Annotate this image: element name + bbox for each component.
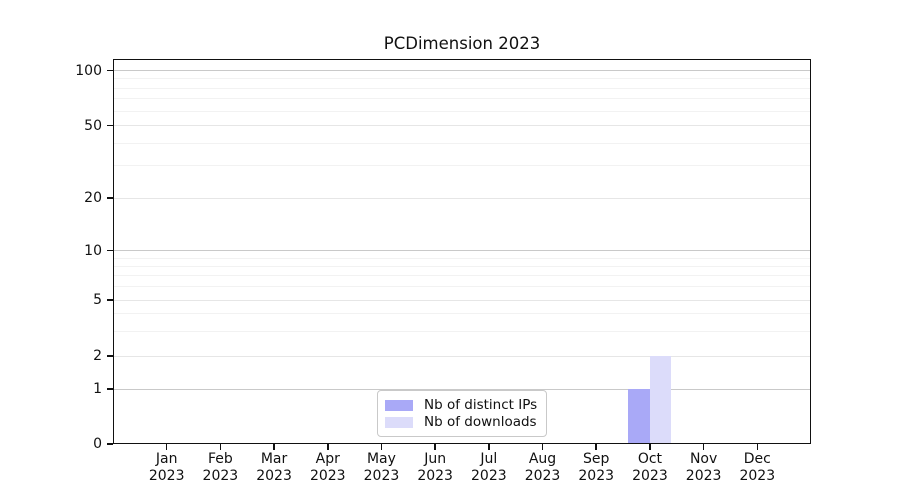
y-tick-label-50: 50 (84, 117, 102, 134)
gridline-minor-60 (113, 110, 811, 112)
y-tick-mark-100 (107, 69, 113, 72)
x-tick-mark-aug (541, 444, 544, 450)
gridline-major-20 (113, 197, 811, 199)
gridline-minor-40 (113, 142, 811, 144)
chart-title: PCDimension 2023 (383, 34, 541, 53)
y-tick-label-100: 100 (75, 62, 102, 79)
legend: Nb of distinct IPs Nb of downloads (377, 390, 547, 437)
gridline-minor-70 (113, 98, 811, 100)
legend-label-distinct-ips: Nb of distinct IPs (424, 397, 538, 413)
x-tick-mark-nov (702, 444, 705, 450)
x-tick-label-sep: Sep 2023 (578, 451, 615, 484)
legend-item-distinct-ips: Nb of distinct IPs (385, 397, 540, 413)
gridline-minor-7 (113, 275, 811, 277)
gridline-minor-80 (113, 87, 811, 89)
x-tick-label-may: May 2023 (363, 451, 400, 484)
bar-distinct-ips-oct (628, 389, 650, 444)
gridline-major-10 (113, 250, 811, 251)
x-tick-mark-may (380, 444, 383, 450)
gridline-minor-8 (113, 265, 811, 267)
legend-swatch-downloads (385, 416, 413, 428)
x-tick-mark-jul (488, 444, 490, 450)
plot-area: Nb of distinct IPs Nb of downloads 0 1 2 5 1… (75, 59, 811, 484)
x-tick-mark-jun (434, 444, 436, 450)
gridline-major-1 (113, 388, 811, 390)
legend-item-downloads: Nb of downloads (385, 414, 540, 430)
y-tick-label-0: 0 (93, 436, 102, 452)
x-tick-mark-jan (165, 444, 168, 450)
y-tick-mark-50 (107, 124, 113, 127)
gridline-minor-90 (113, 78, 811, 80)
x-tick-mark-oct (649, 444, 651, 450)
x-tick-label-oct: Oct 2023 (632, 451, 668, 484)
y-tick-mark-20 (107, 197, 113, 199)
x-tick-label-mar: Mar 2023 (256, 451, 292, 484)
y-tick-mark-10 (107, 249, 113, 252)
x-tick-label-aug: Aug 2023 (524, 451, 561, 484)
bar-downloads-oct (649, 356, 672, 444)
x-tick-label-apr: Apr 2023 (309, 451, 346, 484)
y-tick-label-20: 20 (84, 190, 102, 206)
y-tick-label-5: 5 (93, 292, 102, 308)
y-tick-mark-1 (107, 388, 113, 390)
legend-swatch-distinct-ips (385, 399, 413, 411)
y-tick-mark-2 (107, 355, 113, 357)
x-tick-mark-sep (595, 444, 597, 450)
y-tick-label-10: 10 (84, 242, 102, 259)
x-tick-label-jun: Jun 2023 (417, 451, 453, 484)
x-tick-mark-dec (756, 444, 759, 450)
x-tick-label-jan: Jan 2023 (148, 451, 185, 484)
gridline-minor-3 (113, 330, 811, 332)
y-tick-label-1: 1 (93, 381, 102, 397)
gridline-minor-30 (113, 165, 811, 167)
y-tick-label-2: 2 (93, 348, 102, 364)
x-tick-label-dec: Dec 2023 (739, 451, 776, 484)
x-tick-mark-apr (327, 444, 329, 450)
gridline-minor-4 (113, 313, 811, 315)
x-tick-label-nov: Nov 2023 (685, 451, 722, 484)
x-tick-label-jul: Jul 2023 (471, 451, 507, 484)
plot-border (113, 59, 811, 444)
gridline-major-2 (113, 355, 811, 357)
gridline-major-50 (113, 125, 811, 126)
legend-label-downloads: Nb of downloads (424, 414, 537, 430)
gridline-minor-9 (113, 257, 811, 259)
x-tick-mark-mar (273, 444, 275, 450)
y-tick-mark-0 (107, 443, 113, 445)
x-tick-label-feb: Feb 2023 (202, 451, 239, 484)
gridline-major-100 (113, 70, 811, 71)
x-tick-mark-feb (219, 444, 222, 450)
gridline-minor-6 (113, 286, 811, 288)
y-tick-mark-5 (107, 299, 113, 301)
gridline-major-5 (113, 299, 811, 301)
